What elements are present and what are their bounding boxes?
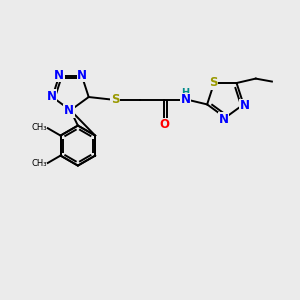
Text: N: N <box>77 68 87 82</box>
Text: H: H <box>182 88 190 98</box>
Text: N: N <box>240 99 250 112</box>
Text: N: N <box>47 90 57 103</box>
Text: CH₃: CH₃ <box>32 159 47 168</box>
Text: N: N <box>64 104 74 117</box>
Text: CH₃: CH₃ <box>32 123 47 132</box>
Text: N: N <box>54 68 64 82</box>
Text: S: S <box>209 76 218 89</box>
Text: S: S <box>111 94 119 106</box>
Text: N: N <box>181 94 190 106</box>
Text: N: N <box>219 112 229 126</box>
Text: O: O <box>159 118 170 131</box>
